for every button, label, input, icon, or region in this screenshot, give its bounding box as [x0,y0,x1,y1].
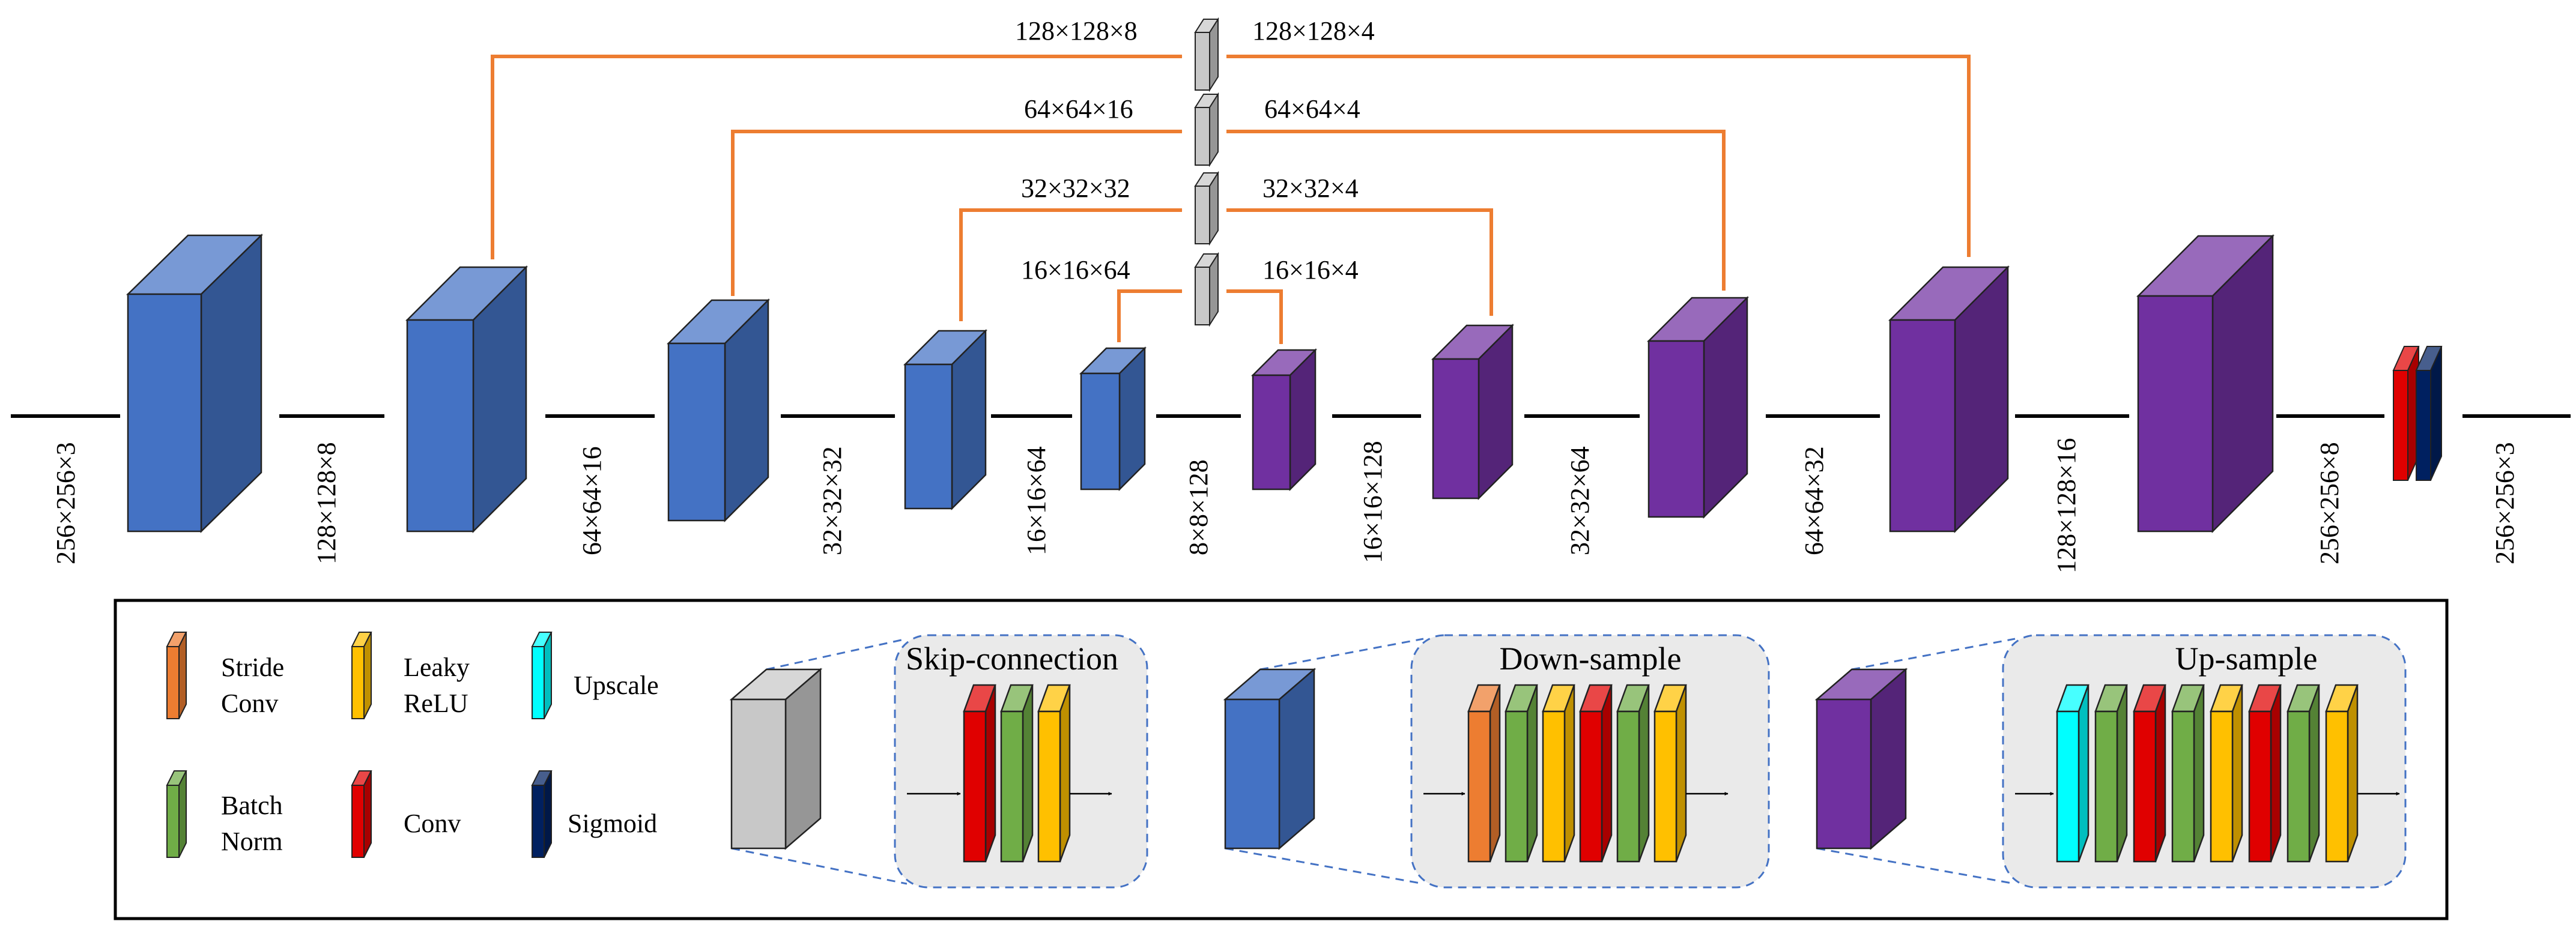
legend-swatch-leaky-relu [351,632,372,719]
skip-arrow-in-3 [959,208,1183,321]
encoder-block-1 [126,234,264,533]
skip-block-4 [1194,252,1219,327]
label-encoder-4: 16×16×64 [1022,446,1051,555]
skip-arrow-out-3 [1226,208,1493,316]
label-decoder-1: 16×16×128 [1358,441,1387,563]
skip-out-label-1: 128×128×4 [1252,16,1375,46]
label-encoder-2: 64×64×16 [577,446,607,555]
skip-block-1 [1194,17,1219,92]
legend-modules [729,634,2407,889]
label-decoder-2: 32×32×64 [1565,446,1595,555]
skip-arrow-in-4 [1117,289,1183,342]
legend-text: Stride Conv Leaky ReLU Upscale Batch Nor… [221,653,659,856]
legend-swatch-batch-norm [166,770,187,858]
label-decoder-4: 128×128×16 [2052,438,2081,573]
module-layer-leaky-relu [2210,684,2243,863]
module-title-down: Down-sample [1500,641,1682,677]
legend-swatch-upscale [531,632,553,719]
module-connector-top [766,638,908,671]
module-layer-batch-norm [2287,684,2320,863]
skip-out-label-4: 16×16×4 [1262,255,1359,285]
module-up [1814,634,2407,889]
module-layer-upscale [2056,684,2090,863]
encoder-block-3 [666,298,771,523]
module-layer-leaky-relu [1653,684,1687,863]
module-layer-conv [963,684,996,863]
encoder-block-4 [903,328,988,511]
legend-batch-norm-line1: Batch [221,791,283,820]
module-layer-stride-conv [1467,684,1501,863]
decoder-block-4 [2136,234,2275,534]
decoder-block-2 [1646,295,1750,519]
network-blocks [126,234,2443,534]
module-block-up [1814,668,1908,850]
decoder-block-3 [1888,265,2010,534]
module-block-down [1223,668,1317,850]
legend-leaky-relu-line2: ReLU [404,689,468,718]
legend-leaky-relu-line1: Leaky [404,653,470,682]
skip-arrow-in-1 [491,55,1183,259]
label-output: 256×256×3 [2490,442,2520,564]
module-layer-leaky-relu [1542,684,1575,863]
module-layer-conv [2248,684,2282,863]
module-skip [729,634,1148,889]
module-down [1223,634,1770,889]
legend-batch-norm-line2: Norm [221,827,283,856]
encoder-block-5 [1079,346,1147,492]
legend-swatch-stride-conv [166,632,187,719]
bottleneck-block [1250,348,1318,492]
legend-conv: Conv [404,809,461,838]
skip-out-label-3: 32×32×4 [1262,174,1359,203]
module-layer-batch-norm [2094,684,2128,863]
label-encoder-3: 32×32×32 [817,446,847,555]
label-decoder-5: 256×256×8 [2315,442,2344,564]
module-layer-batch-norm [1000,684,1034,863]
skip-block-2 [1194,92,1219,168]
module-layer-conv [2133,684,2166,863]
dimension-labels: 256×256×3 128×128×8 64×64×16 32×32×32 16… [51,16,2520,573]
module-connector-bottom [1225,847,1424,885]
module-connector-bottom [731,847,908,885]
legend-module-titles: Skip-connection Down-sample Up-sample [906,641,2317,677]
module-layer-batch-norm [2171,684,2205,863]
skip-arrow-out-4 [1226,289,1283,345]
skip-in-label-1: 128×128×8 [1015,16,1138,46]
module-title-skip: Skip-connection [906,641,1118,677]
skip-connection-arrows [491,55,1971,345]
skip-arrow-out-1 [1226,55,1971,258]
module-layer-leaky-relu [2325,684,2359,863]
label-decoder-3: 64×64×32 [1799,446,1829,555]
skip-in-label-4: 16×16×64 [1021,255,1130,285]
legend-swatch-sigmoid [531,770,553,858]
legend-swatches [166,632,553,858]
encoder-block-2 [405,265,529,534]
module-title-up: Up-sample [2175,641,2318,677]
skip-connection-blocks [1194,17,1219,327]
skip-out-label-2: 64×64×4 [1264,94,1360,124]
module-layer-batch-norm [1616,684,1650,863]
output-sigmoid-layer [2415,346,2443,481]
output-conv-layer [2392,346,2420,481]
module-layer-leaky-relu [1037,684,1071,863]
module-connector-bottom [1816,847,2016,885]
legend-swatch-conv [351,770,372,858]
skip-arrow-out-2 [1226,130,1726,291]
skip-arrow-in-2 [731,130,1183,296]
label-encoder-5: 8×8×128 [1184,459,1213,555]
module-block-skip [729,668,823,850]
skip-block-3 [1194,171,1219,246]
legend-stride-conv-line1: Stride [221,653,284,682]
module-layer-batch-norm [1505,684,1538,863]
module-layer-conv [1579,684,1613,863]
legend-stride-conv-line2: Conv [221,689,278,718]
decoder-block-1 [1431,323,1515,501]
legend-sigmoid: Sigmoid [568,809,657,838]
skip-in-label-3: 32×32×32 [1021,174,1130,203]
skip-in-label-2: 64×64×16 [1024,94,1133,124]
legend-panel: Stride Conv Leaky ReLU Upscale Batch Nor… [114,599,2449,920]
legend-upscale: Upscale [574,671,659,700]
label-encoder-1: 128×128×8 [312,442,341,564]
label-input: 256×256×3 [51,442,80,564]
